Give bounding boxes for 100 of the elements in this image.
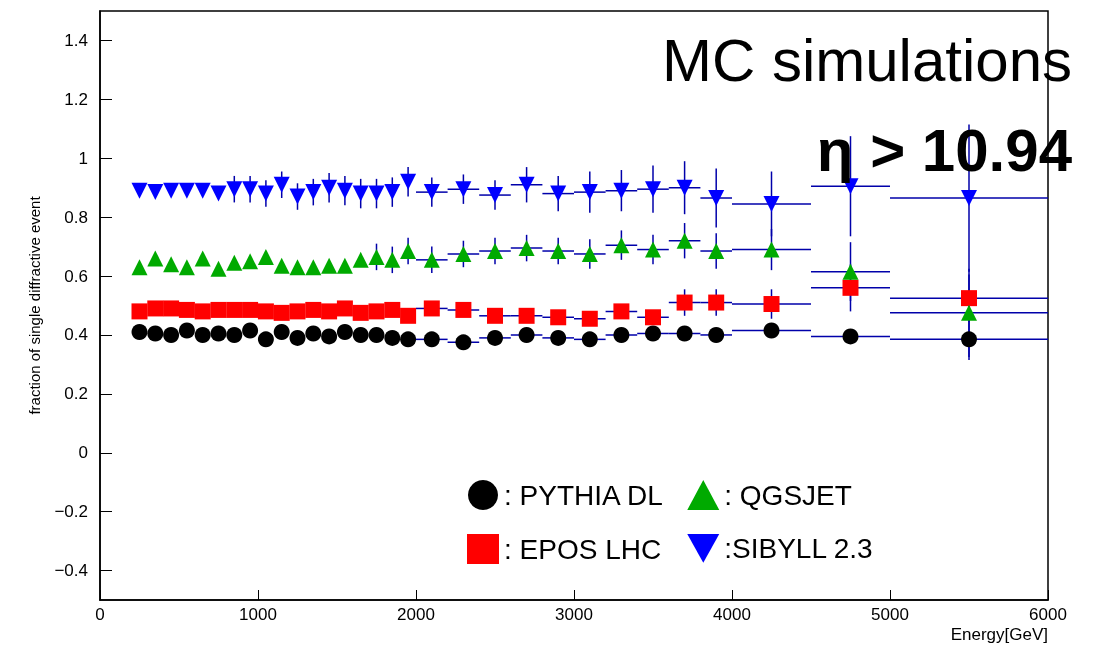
point bbox=[400, 307, 417, 324]
legend-label: : QGSJET bbox=[724, 479, 852, 511]
y-tick-label: −0.4 bbox=[54, 561, 88, 581]
point bbox=[178, 301, 195, 318]
point bbox=[352, 304, 369, 321]
point bbox=[487, 307, 503, 324]
point bbox=[368, 185, 385, 202]
point bbox=[321, 179, 338, 196]
point bbox=[194, 326, 211, 343]
point bbox=[423, 300, 440, 317]
point bbox=[550, 309, 567, 326]
point bbox=[423, 331, 440, 348]
point bbox=[273, 257, 290, 274]
point bbox=[581, 245, 598, 262]
point bbox=[400, 243, 417, 260]
point bbox=[455, 181, 472, 198]
y-tick-label: 1 bbox=[78, 148, 88, 168]
point bbox=[384, 301, 401, 318]
point bbox=[242, 181, 259, 198]
x-tick-label: 2000 bbox=[397, 605, 435, 624]
point bbox=[518, 307, 535, 324]
y-tick-label: 1.4 bbox=[64, 30, 88, 50]
point bbox=[368, 326, 385, 343]
point bbox=[581, 184, 598, 201]
point bbox=[273, 176, 290, 193]
point bbox=[257, 303, 274, 320]
y-tick-label: 1.2 bbox=[64, 89, 88, 109]
point bbox=[645, 325, 661, 342]
point bbox=[550, 185, 567, 202]
point bbox=[455, 334, 472, 351]
point bbox=[400, 173, 417, 190]
point bbox=[384, 251, 401, 268]
point bbox=[194, 250, 211, 267]
x-tick-label: 3000 bbox=[555, 605, 593, 624]
point bbox=[645, 241, 661, 258]
point bbox=[147, 300, 164, 317]
point bbox=[961, 190, 977, 207]
point bbox=[842, 279, 859, 296]
x-tick-label: 6000 bbox=[1029, 605, 1067, 624]
y-tick-label: 0.6 bbox=[64, 266, 88, 286]
point bbox=[257, 185, 274, 202]
point bbox=[708, 190, 725, 207]
point bbox=[613, 237, 630, 254]
point bbox=[613, 326, 630, 343]
point bbox=[226, 254, 243, 271]
point bbox=[257, 248, 274, 265]
point bbox=[321, 303, 338, 320]
point bbox=[336, 182, 353, 199]
point bbox=[194, 182, 211, 199]
point bbox=[368, 248, 385, 265]
point bbox=[550, 329, 567, 346]
point bbox=[487, 329, 503, 346]
point bbox=[163, 256, 180, 273]
point bbox=[487, 187, 503, 204]
point bbox=[961, 331, 977, 348]
point bbox=[178, 259, 195, 276]
y-tick-label: 0.8 bbox=[64, 207, 88, 227]
point bbox=[518, 326, 535, 343]
point bbox=[194, 303, 211, 320]
point bbox=[708, 243, 725, 260]
point bbox=[518, 240, 535, 257]
point bbox=[226, 326, 243, 343]
point bbox=[210, 301, 227, 318]
point bbox=[242, 253, 259, 270]
point bbox=[147, 184, 164, 201]
point bbox=[352, 251, 369, 268]
point bbox=[708, 294, 725, 311]
point bbox=[210, 260, 227, 277]
point bbox=[321, 328, 338, 345]
point bbox=[763, 296, 780, 313]
point bbox=[708, 326, 725, 343]
point bbox=[352, 326, 369, 343]
point bbox=[131, 324, 148, 340]
point bbox=[226, 181, 243, 198]
point bbox=[226, 301, 243, 318]
point bbox=[400, 331, 417, 348]
point bbox=[487, 243, 503, 260]
point bbox=[210, 185, 227, 202]
y-axis-title: fraction of single diffractive event bbox=[26, 195, 43, 415]
point bbox=[257, 331, 274, 348]
point bbox=[163, 300, 180, 317]
point bbox=[961, 304, 977, 321]
point bbox=[368, 303, 385, 320]
point bbox=[147, 325, 164, 342]
legend-label: :SIBYLL 2.3 bbox=[724, 532, 873, 564]
point bbox=[423, 251, 440, 268]
point bbox=[242, 322, 259, 339]
point bbox=[242, 301, 259, 318]
point bbox=[763, 195, 780, 212]
legend-label: : PYTHIA DL bbox=[504, 479, 663, 511]
point bbox=[550, 243, 567, 260]
point bbox=[423, 184, 440, 201]
point bbox=[289, 303, 306, 320]
point bbox=[305, 325, 322, 342]
point bbox=[178, 322, 195, 339]
point bbox=[455, 245, 472, 262]
point bbox=[645, 309, 661, 326]
point bbox=[131, 182, 148, 199]
point bbox=[352, 185, 369, 202]
x-tick-label: 0 bbox=[95, 605, 105, 624]
